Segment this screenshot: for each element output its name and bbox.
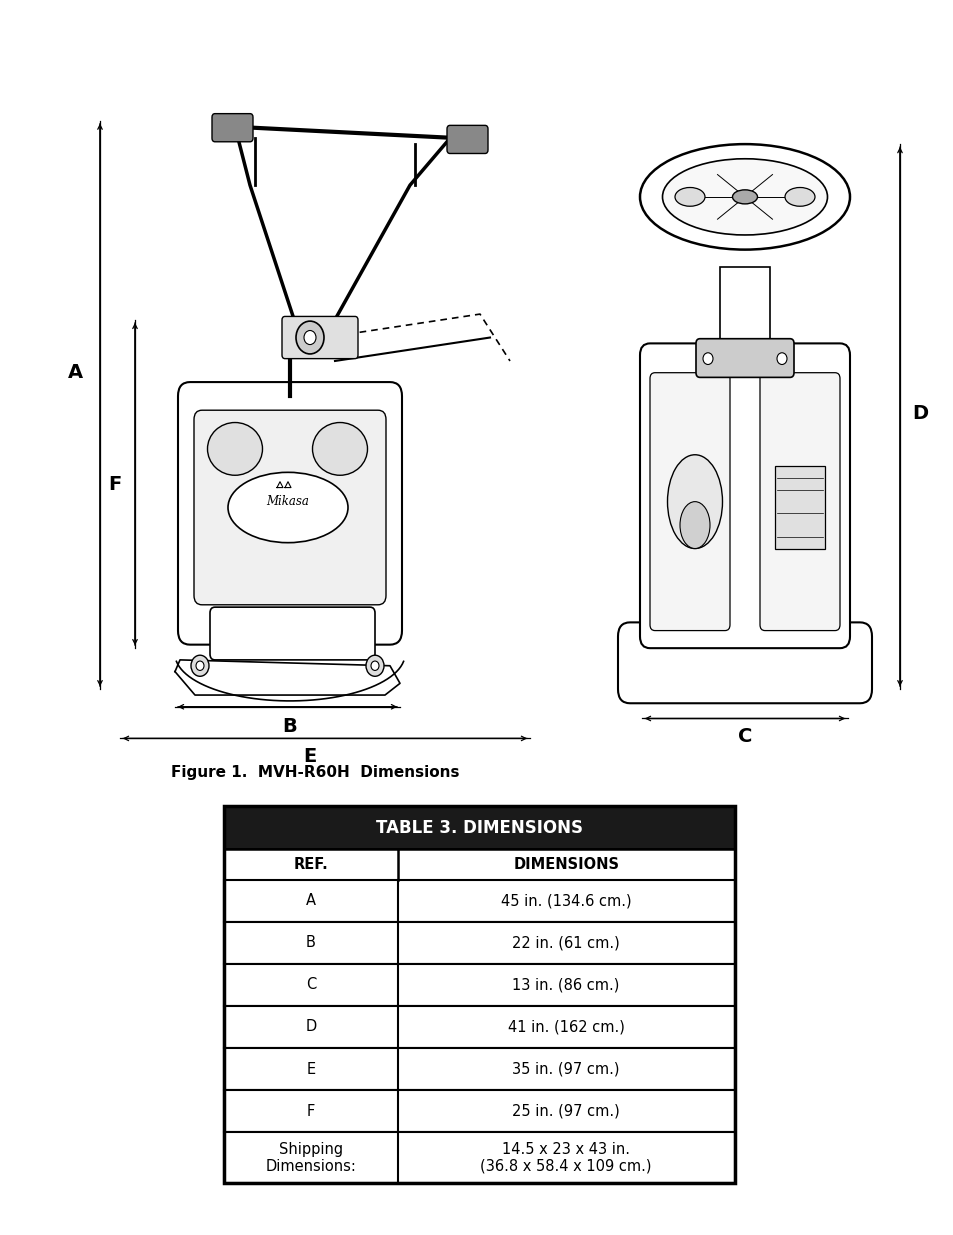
Bar (224, 1049, 734, 1091)
Text: A: A (306, 893, 315, 908)
Text: 45 in. (134.6 cm.): 45 in. (134.6 cm.) (500, 893, 631, 908)
Text: REF.: REF. (294, 857, 328, 872)
Bar (224, 1132, 734, 1183)
Bar (224, 879, 734, 921)
Text: F: F (109, 474, 121, 494)
Text: C: C (306, 977, 315, 993)
Text: MVH-R60H — DIMENSIONS: MVH-R60H — DIMENSIONS (547, 22, 920, 46)
Text: 41 in. (162 cm.): 41 in. (162 cm.) (507, 1019, 624, 1035)
Text: Mikasa: Mikasa (266, 495, 309, 508)
FancyBboxPatch shape (282, 316, 357, 358)
Ellipse shape (667, 454, 721, 548)
FancyBboxPatch shape (760, 373, 840, 631)
Text: A: A (68, 363, 83, 382)
Ellipse shape (784, 188, 814, 206)
Text: E: E (303, 746, 316, 766)
Ellipse shape (661, 159, 826, 235)
Text: F: F (307, 1104, 314, 1119)
Ellipse shape (702, 353, 712, 364)
Bar (224, 1005, 734, 1049)
Bar (224, 963, 734, 1005)
Ellipse shape (639, 144, 849, 249)
FancyBboxPatch shape (649, 373, 729, 631)
FancyBboxPatch shape (210, 608, 375, 659)
Polygon shape (174, 659, 399, 695)
Ellipse shape (295, 321, 324, 354)
Text: DIMENSIONS: DIMENSIONS (513, 857, 618, 872)
Ellipse shape (371, 661, 378, 671)
Ellipse shape (191, 656, 209, 677)
Text: D: D (911, 404, 927, 424)
FancyBboxPatch shape (193, 410, 386, 605)
Text: B: B (282, 718, 297, 736)
Text: C: C (737, 726, 751, 746)
Text: Shipping
Dimensions:: Shipping Dimensions: (265, 1141, 356, 1174)
Ellipse shape (195, 661, 204, 671)
Text: Figure 1.  MVH-R60H  Dimensions: Figure 1. MVH-R60H Dimensions (171, 766, 458, 781)
Bar (774, 467, 824, 548)
FancyBboxPatch shape (178, 382, 401, 645)
Ellipse shape (675, 188, 704, 206)
FancyBboxPatch shape (447, 126, 488, 153)
Text: MVH-R60H —OPERATION AND PARTS MANUAL — REV. #1 (09/09/04) — PAGE 7: MVH-R60H —OPERATION AND PARTS MANUAL — R… (220, 1205, 733, 1218)
Ellipse shape (679, 501, 709, 548)
Text: E: E (306, 1062, 315, 1077)
Text: D: D (305, 1019, 316, 1035)
Bar (224, 921, 734, 963)
Bar (224, 806, 734, 848)
Bar (224, 848, 734, 879)
FancyBboxPatch shape (618, 622, 871, 703)
Ellipse shape (366, 656, 384, 677)
Bar (224, 1091, 734, 1132)
FancyBboxPatch shape (212, 114, 253, 142)
Text: B: B (306, 935, 315, 950)
Ellipse shape (304, 331, 315, 345)
Text: 22 in. (61 cm.): 22 in. (61 cm.) (512, 935, 619, 950)
Text: 35 in. (97 cm.): 35 in. (97 cm.) (512, 1062, 619, 1077)
Text: 25 in. (97 cm.): 25 in. (97 cm.) (512, 1104, 619, 1119)
Ellipse shape (208, 422, 262, 475)
Ellipse shape (776, 353, 786, 364)
FancyBboxPatch shape (696, 338, 793, 378)
Ellipse shape (732, 190, 757, 204)
Text: 13 in. (86 cm.): 13 in. (86 cm.) (512, 977, 619, 993)
Text: 14.5 x 23 x 43 in.
(36.8 x 58.4 x 109 cm.): 14.5 x 23 x 43 in. (36.8 x 58.4 x 109 cm… (480, 1141, 651, 1174)
Text: TABLE 3. DIMENSIONS: TABLE 3. DIMENSIONS (375, 819, 582, 836)
FancyBboxPatch shape (639, 343, 849, 648)
Ellipse shape (228, 472, 348, 542)
Ellipse shape (313, 422, 367, 475)
Bar (720, 267, 769, 361)
